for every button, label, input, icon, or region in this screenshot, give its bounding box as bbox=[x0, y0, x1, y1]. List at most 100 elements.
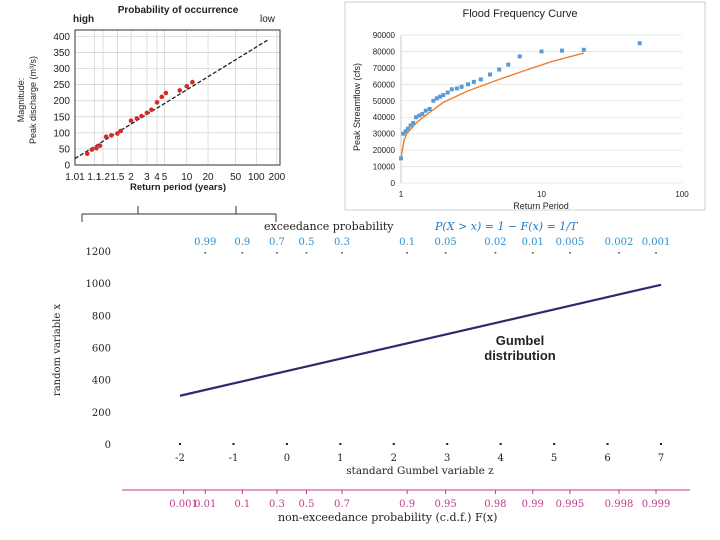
chart1-y-tick-label: 100 bbox=[53, 128, 70, 139]
chart3-top-axis-label: exceedance probability P(X > x) = 1 − F(… bbox=[264, 220, 579, 233]
chart1-y-ticks: 0 50 100 150 200 250 300 350 400 bbox=[53, 32, 70, 172]
chart3-bottom-tick-label: 0.5 bbox=[299, 499, 315, 510]
chart2-xlabel: Return Period bbox=[513, 201, 569, 211]
chart3-y-tick-label: 800 bbox=[92, 311, 111, 322]
chart2-data-point bbox=[445, 90, 450, 95]
chart1-y-tick-label: 150 bbox=[53, 112, 70, 123]
chart2-data-point bbox=[506, 62, 511, 67]
chart1-x-tick-label: 50 bbox=[230, 172, 242, 183]
chart3-x-tick-label: 3 bbox=[444, 453, 450, 464]
chart1-xlabel: Return period (years) bbox=[130, 182, 226, 193]
chart3-top-tick-label: 0.002 bbox=[605, 237, 634, 248]
chart2-data-point bbox=[431, 98, 436, 103]
chart2-frame bbox=[344, 1, 706, 211]
chart2-data-point bbox=[560, 48, 565, 53]
chart3-top-tick-label: 0.001 bbox=[642, 237, 671, 248]
chart3-x-tick-mark bbox=[232, 443, 235, 445]
chart2-data-point bbox=[488, 72, 493, 77]
chart1-y-tick-label: 50 bbox=[59, 144, 71, 155]
chart1-data-point bbox=[190, 79, 195, 85]
chart1-data-point bbox=[109, 133, 114, 138]
chart3-annotation-line1: Gumbel bbox=[496, 333, 544, 348]
chart2-y-tick-label: 20000 bbox=[373, 146, 396, 155]
chart1-x-tick-label: 10 bbox=[181, 172, 193, 183]
chart2-grid bbox=[400, 34, 682, 184]
chart-gumbel-distribution: exceedance probability P(X > x) = 1 − F(… bbox=[52, 220, 690, 524]
chart2-y-tick-label: 90000 bbox=[373, 31, 396, 40]
chart2-data-point bbox=[471, 79, 476, 84]
chart3-top-axis-formula: P(X > x) = 1 − F(x) = 1/T bbox=[434, 220, 579, 233]
chart1-x-tick-label: 1.2 bbox=[96, 172, 110, 183]
chart3-top-tick-mark bbox=[655, 252, 657, 254]
chart3-y-tick-label: 400 bbox=[92, 376, 111, 387]
chart3-x-tick-label: 5 bbox=[551, 453, 557, 464]
chart2-data-point bbox=[403, 129, 408, 134]
chart3-top-tick-label: 0.05 bbox=[434, 237, 456, 248]
chart3-bottom-axis-text: non-exceedance probability (c.d.f.) F(x) bbox=[278, 511, 497, 524]
chart1-ylabel-line2: Peak discharge (m³/s) bbox=[28, 56, 38, 144]
chart2-data-point bbox=[517, 54, 522, 59]
chart3-x-tick-label: 2 bbox=[391, 453, 397, 464]
chart3-ylabel: random variable x bbox=[52, 304, 63, 397]
chart3-top-ticks: 0.99 0.9 0.7 0.5 0.3 0.1 0.05 0.02 0.01 0.005 0.00… bbox=[194, 237, 670, 254]
chart1-x-tick-label: 200 bbox=[269, 172, 286, 183]
chart1-data-point bbox=[115, 131, 120, 136]
chart1-data-point bbox=[139, 113, 144, 119]
chart2-data-point bbox=[401, 131, 406, 136]
chart3-x-tick-label: 1 bbox=[337, 453, 343, 464]
chart1-x-tick-label: 1.1 bbox=[87, 172, 101, 183]
chart3-bottom-axis-label: non-exceedance probability (c.d.f.) F(x) bbox=[278, 511, 497, 524]
chart2-data-point bbox=[417, 113, 422, 118]
chart3-y-ticks: 0 200 400 600 800 1000 1200 bbox=[86, 247, 111, 451]
chart3-bottom-tick-label: 0.99 bbox=[522, 499, 544, 510]
chart2-data-point bbox=[399, 156, 403, 161]
chart2-data-point bbox=[441, 93, 446, 98]
chart1-data-point bbox=[163, 90, 169, 96]
chart3-x-tick-mark bbox=[339, 443, 342, 445]
chart3-bottom-tick-label: 0.9 bbox=[399, 499, 415, 510]
chart1-data-point bbox=[149, 107, 154, 113]
chart3-bottom-tick-label: 0.95 bbox=[434, 499, 456, 510]
chart3-top-tick-mark bbox=[406, 252, 408, 254]
chart3-top-tick-label: 0.02 bbox=[484, 237, 506, 248]
chart3-x-tick-label: -1 bbox=[229, 453, 239, 464]
chart1-y-tick-label: 300 bbox=[53, 64, 70, 75]
chart1-data-point bbox=[154, 100, 160, 105]
chart2-data-point bbox=[454, 86, 459, 91]
chart1-high-label: high bbox=[73, 14, 94, 25]
chart1-x-tick-label: 3 bbox=[144, 172, 150, 183]
chart3-bottom-tick-label: 0.01 bbox=[194, 499, 216, 510]
chart1-data-point bbox=[94, 145, 99, 151]
chart3-bottom-tick-label: 0.7 bbox=[334, 499, 350, 510]
chart3-x-tick-mark bbox=[606, 443, 609, 445]
chart1-data-point bbox=[128, 118, 134, 123]
chart2-data-point bbox=[423, 108, 428, 113]
chart3-x-tick-label: 6 bbox=[604, 453, 610, 464]
chart-probability-return-period: Probability of occurrence high low Magni… bbox=[0, 0, 290, 222]
chart2-points bbox=[399, 41, 642, 161]
chart3-top-tick-label: 0.99 bbox=[194, 237, 216, 248]
chart1-plot-frame bbox=[74, 29, 281, 166]
chart1-ylabel-line1: Magnitude: bbox=[16, 78, 26, 123]
chart1-data-point bbox=[177, 88, 183, 93]
chart2-x-tick-label: 1 bbox=[399, 190, 404, 199]
chart2-x-ticks: 1 10 100 bbox=[399, 190, 689, 199]
chart2-ylabel: Peak Streamflow (cfs) bbox=[352, 63, 362, 151]
chart3-x-tick-mark bbox=[285, 443, 288, 445]
chart1-data-point bbox=[97, 143, 103, 149]
chart3-y-tick-label: 0 bbox=[105, 440, 111, 451]
chart3-top-tick-mark bbox=[305, 252, 308, 254]
chart2-fit-curve bbox=[400, 52, 584, 159]
chart1-y-tick-label: 200 bbox=[53, 96, 70, 107]
chart2-data-point bbox=[539, 49, 544, 54]
chart3-x-tick-label: -2 bbox=[175, 453, 185, 464]
chart3-top-tick-label: 0.7 bbox=[269, 237, 285, 248]
chart1-x-tick-label: 5 bbox=[162, 172, 168, 183]
chart3-x-tick-label: 4 bbox=[497, 453, 503, 464]
chart3-bottom-tick-label: 0.3 bbox=[269, 499, 285, 510]
chart3-bottom-tick-label: 0.1 bbox=[234, 499, 250, 510]
chart3-top-tick-label: 0.005 bbox=[556, 237, 585, 248]
chart3-xlabel: standard Gumbel variable z bbox=[346, 465, 494, 477]
chart3-top-tick-mark bbox=[618, 252, 620, 254]
chart3-x-tick-mark bbox=[553, 443, 556, 445]
